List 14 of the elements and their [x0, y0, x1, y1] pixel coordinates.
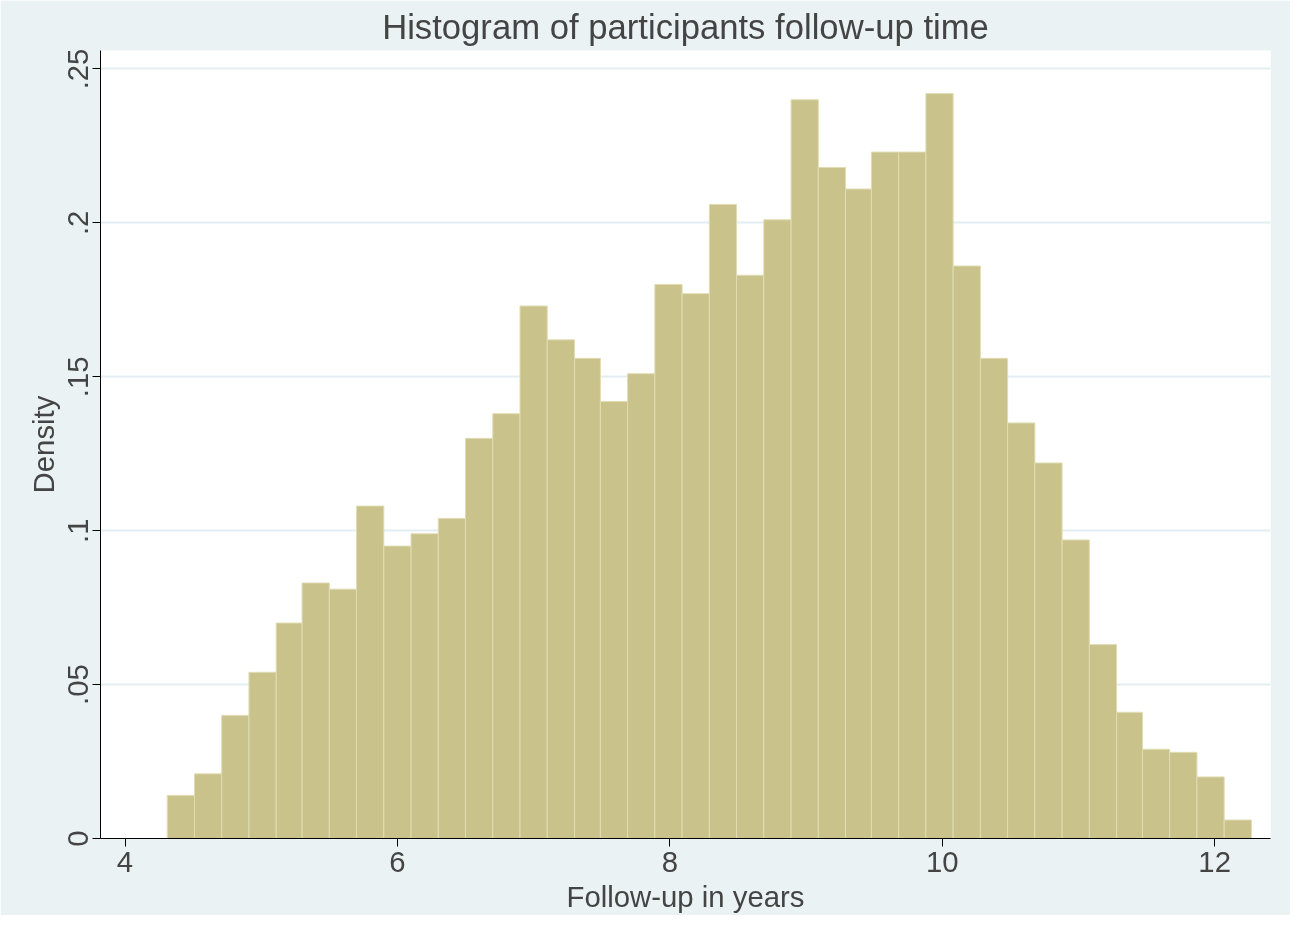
- y-tick-label: .15: [60, 356, 94, 398]
- y-tick-label: .2: [60, 210, 94, 236]
- chart-title: Histogram of participants follow-up time: [382, 7, 989, 46]
- x-tick-label: 6: [389, 844, 406, 878]
- x-axis-title: Follow-up in years: [566, 879, 805, 913]
- x-tick-label: 10: [925, 844, 959, 878]
- y-tick-label: .25: [60, 48, 94, 90]
- y-tick-label: .05: [60, 664, 94, 705]
- y-axis-title: Density: [26, 395, 60, 494]
- y-tick-label: .1: [60, 518, 94, 543]
- x-tick-label: 4: [116, 844, 134, 878]
- y-tick-label: 0: [60, 830, 94, 847]
- x-tick-label: 8: [661, 844, 678, 878]
- x-tick-label: 12: [1198, 844, 1231, 878]
